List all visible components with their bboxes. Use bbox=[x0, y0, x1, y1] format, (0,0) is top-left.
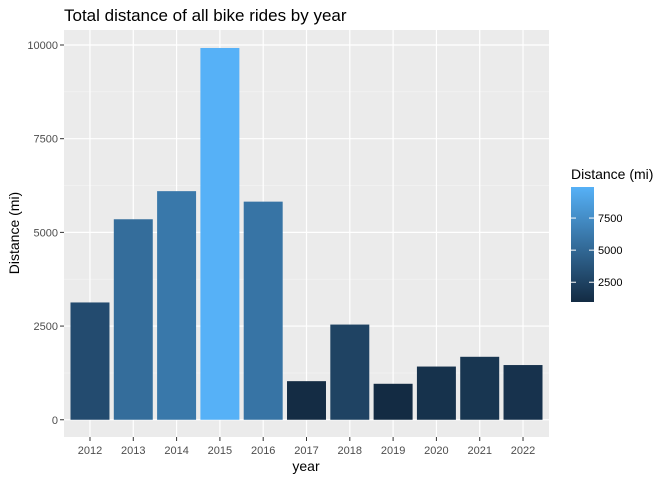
x-tick-label: 2017 bbox=[294, 445, 318, 457]
x-axis-title: year bbox=[292, 458, 320, 474]
x-tick-label: 2019 bbox=[381, 445, 405, 457]
legend-tick-label: 2500 bbox=[598, 277, 622, 289]
legend-title: Distance (mi) bbox=[571, 166, 653, 182]
bar-2022 bbox=[503, 365, 543, 420]
bar-2013 bbox=[113, 219, 153, 420]
x-tick-label: 2018 bbox=[338, 445, 362, 457]
x-tick-label: 2016 bbox=[251, 445, 275, 457]
color-legend: Distance (mi) 2500 5000 7500 bbox=[571, 166, 653, 302]
x-tick-label: 2014 bbox=[164, 445, 188, 457]
x-tick-label: 2022 bbox=[511, 445, 535, 457]
x-tick-label: 2012 bbox=[78, 445, 102, 457]
y-axis-ticks: 0 2500 5000 7500 10000 bbox=[27, 40, 64, 427]
chart-title: Total distance of all bike rides by year bbox=[64, 6, 347, 25]
x-tick-label: 2015 bbox=[208, 445, 232, 457]
bar-2017 bbox=[287, 381, 326, 420]
legend-tick-label: 7500 bbox=[598, 213, 622, 225]
y-tick-label: 7500 bbox=[34, 134, 58, 146]
legend-colorbar bbox=[571, 187, 594, 302]
x-tick-label: 2021 bbox=[467, 445, 491, 457]
x-tick-label: 2013 bbox=[121, 445, 145, 457]
y-tick-label: 0 bbox=[52, 415, 58, 427]
y-tick-label: 5000 bbox=[34, 227, 58, 239]
x-tick-label: 2020 bbox=[424, 445, 448, 457]
bar-2020 bbox=[416, 366, 456, 420]
x-axis-ticks: 2012 2013 2014 2015 2016 2017 2018 2019 2020 2021… bbox=[78, 437, 535, 457]
bar-2015 bbox=[200, 47, 240, 420]
bars bbox=[70, 47, 543, 420]
legend-tick-label: 5000 bbox=[598, 245, 622, 257]
bar-2021 bbox=[460, 356, 500, 420]
legend-ticks: 2500 5000 7500 bbox=[571, 213, 622, 289]
bar-2019 bbox=[373, 383, 413, 420]
bar-2012 bbox=[70, 302, 110, 420]
bar-2014 bbox=[157, 191, 197, 420]
y-axis-title: Distance (mi) bbox=[6, 192, 22, 274]
bar-2016 bbox=[243, 201, 283, 420]
y-tick-label: 10000 bbox=[27, 40, 58, 52]
y-tick-label: 2500 bbox=[34, 321, 58, 333]
bar-2018 bbox=[330, 324, 370, 420]
